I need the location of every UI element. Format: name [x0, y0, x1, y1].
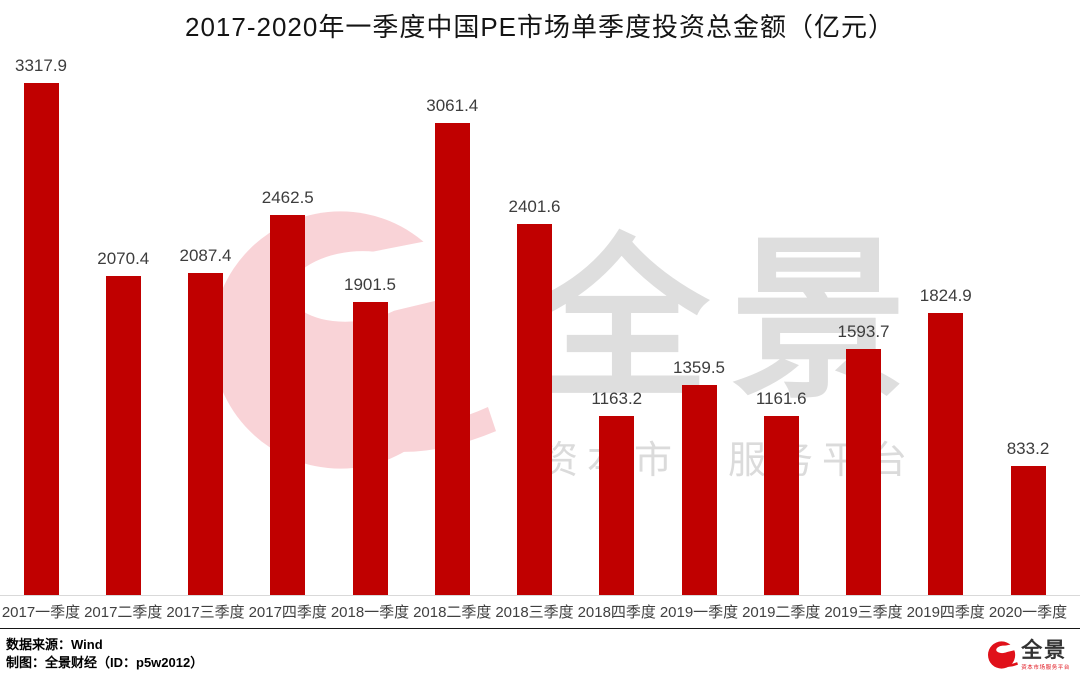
logo-text-block: 全景 资本市场服务平台 — [1021, 639, 1070, 671]
panorama-logo-icon — [988, 640, 1019, 670]
x-axis-label: 2018二季度 — [413, 604, 492, 621]
x-axis-label: 2017四季度 — [248, 604, 327, 621]
bar-2019二季度 — [763, 416, 799, 595]
bar-value-label: 2087.4 — [179, 246, 232, 265]
bar-2017三季度 — [188, 273, 223, 595]
bar-2018一季度 — [352, 302, 388, 595]
x-axis-label: 2017二季度 — [84, 604, 163, 621]
bar-value-label: 1161.6 — [755, 389, 807, 408]
bar-value-label: 833.2 — [1006, 439, 1050, 458]
logo-tagline-text: 资本市场服务平台 — [1021, 665, 1070, 672]
bar-value-label: 2070.4 — [97, 249, 150, 268]
x-axis-label: 2018三季度 — [495, 604, 574, 621]
logo-tail — [1000, 662, 1019, 667]
x-axis-line — [0, 595, 1080, 596]
x-axis-label: 2019一季度 — [659, 604, 739, 621]
bar-2017一季度 — [23, 83, 59, 595]
bar-value-label: 3317.9 — [15, 56, 67, 75]
chart-credit-text: 制图：全景财经（ID：p5w2012） — [6, 655, 204, 670]
footer: 数据来源：Wind 制图：全景财经（ID：p5w2012） 全景 资本市场服务平… — [0, 628, 1080, 676]
bar-value-label: 1824.9 — [919, 286, 972, 305]
logo-brand-text: 全景 — [1021, 639, 1068, 662]
bar-value-label: 1359.5 — [673, 358, 725, 377]
data-source-text: 数据来源：Wind — [6, 637, 103, 652]
plot-area: 3317.9 2070.4 2087.4 2462.5 1901.5 3061.4 2401… — [15, 56, 1050, 595]
x-axis-label: 2019二季度 — [742, 604, 821, 621]
bar-value-label: 1163.2 — [591, 389, 643, 408]
x-axis-label: 2018四季度 — [577, 604, 656, 621]
bar-2019一季度 — [681, 385, 717, 595]
brand-logo: 全景 资本市场服务平台 — [988, 639, 1070, 671]
bar-value-label: 1901.5 — [344, 275, 396, 294]
x-axis-label: 2019四季度 — [906, 604, 985, 621]
x-axis-label: 2019三季度 — [824, 604, 903, 621]
bar-2018三季度 — [517, 224, 552, 595]
bar-value-label: 2462.5 — [261, 188, 314, 207]
bar-chart: 全景 资本市场服务平台 3317.9 2070.4 2087.4 2462.5 1901… — [0, 56, 1080, 596]
footer-credits: 数据来源：Wind 制图：全景财经（ID：p5w2012） — [6, 636, 203, 672]
x-axis-label: 2020一季度 — [988, 604, 1068, 621]
bar-value-label: 1593.7 — [837, 322, 890, 341]
x-axis-label: 2017三季度 — [166, 604, 245, 621]
logo-swirl-icon — [988, 641, 1019, 669]
x-axis-label: 2018一季度 — [330, 604, 410, 621]
bar-2017二季度 — [105, 276, 141, 595]
bar-2018四季度 — [599, 416, 635, 595]
watermark-brand-text: 全景 — [534, 224, 928, 419]
x-axis-labels-row: 2017一季度 2017二季度 2017三季度 2017四季度 2018一季度 2018二… — [0, 596, 1080, 628]
chart-title: 2017-2020年一季度中国PE市场单季度投资总金额（亿元） — [184, 12, 896, 42]
bar-2019三季度 — [846, 349, 881, 595]
bar-2017四季度 — [270, 215, 306, 595]
bar-value-label: 3061.4 — [426, 96, 479, 115]
bar-2020一季度 — [1010, 466, 1046, 595]
bar-2019四季度 — [928, 313, 964, 595]
logo-opening — [1003, 643, 1019, 653]
bar-value-label: 2401.6 — [508, 197, 561, 216]
x-axis-label: 2017一季度 — [1, 604, 81, 621]
bar-2018二季度 — [434, 123, 470, 595]
